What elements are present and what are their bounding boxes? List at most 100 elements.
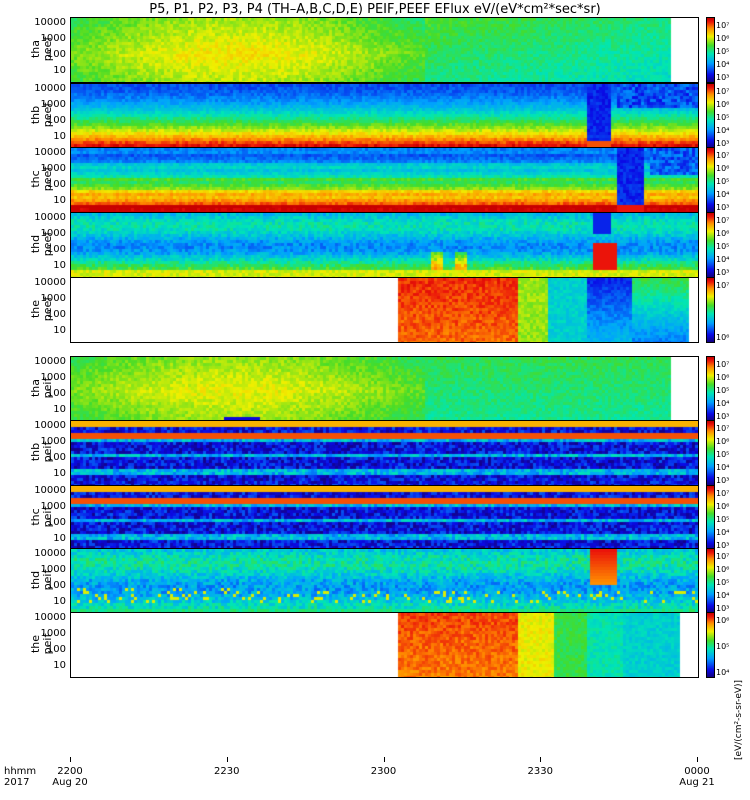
y-tick-label: 1000 bbox=[40, 436, 66, 448]
colorbar-tick-label: 10⁵ bbox=[716, 578, 730, 587]
y-tick-label: 10 bbox=[53, 195, 66, 207]
colorbar bbox=[706, 147, 715, 213]
colorbar-tick-label: 10⁶ bbox=[716, 565, 730, 574]
y-tick-label: 1000 bbox=[40, 628, 66, 640]
colorbar-tick-label: 10⁷ bbox=[716, 151, 730, 160]
colorbar-tick-label: 10⁷ bbox=[716, 360, 730, 369]
colorbar-tick-label: 10⁵ bbox=[716, 450, 730, 459]
colorbar-tick-label: 10⁵ bbox=[716, 515, 730, 524]
colorbar-tick-label: 10⁷ bbox=[716, 489, 730, 498]
y-tick-label: 1000 bbox=[40, 564, 66, 576]
spectrogram-image bbox=[71, 613, 698, 677]
y-tick-label: 1000 bbox=[40, 99, 66, 111]
colorbar bbox=[706, 17, 715, 83]
x-tick-label: 2300 bbox=[370, 766, 397, 777]
colorbar-tick-label: 10⁴ bbox=[716, 668, 730, 677]
colorbar-tick-label: 10⁷ bbox=[716, 216, 730, 225]
y-tick-label: 10 bbox=[53, 660, 66, 672]
colorbar-tick-label: 10⁴ bbox=[716, 591, 730, 600]
colorbar-tick-label: 10⁶ bbox=[716, 502, 730, 511]
y-tick-label: 10000 bbox=[34, 356, 66, 368]
y-tick-label: 100 bbox=[46, 388, 66, 400]
y-tick-label: 100 bbox=[46, 244, 66, 256]
colorbar-tick-label: 10⁶ bbox=[716, 229, 730, 238]
colorbar-tick-label: 10⁵ bbox=[716, 642, 730, 651]
y-tick-label: 10 bbox=[53, 260, 66, 272]
colorbar-tick-label: 10⁴ bbox=[716, 399, 730, 408]
spectrogram-image bbox=[71, 421, 698, 485]
colorbar-tick-label: 10³ bbox=[716, 412, 730, 421]
colorbar-tick-label: 10⁶ bbox=[716, 333, 730, 342]
colorbar-tick-label: 10⁶ bbox=[716, 373, 730, 382]
colorbar-tick-label: 10⁴ bbox=[716, 60, 730, 69]
spectrogram-image bbox=[71, 148, 698, 212]
colorbar-tick-label: 10³ bbox=[716, 476, 730, 485]
y-tick-label: 100 bbox=[46, 452, 66, 464]
x-axis-name-time: hhmm bbox=[4, 766, 37, 777]
spectrogram-panel-thd-peef bbox=[70, 212, 699, 278]
spectrogram-image bbox=[71, 278, 698, 342]
colorbar-tick-label: 10⁶ bbox=[716, 437, 730, 446]
colorbar bbox=[706, 485, 715, 551]
x-axis-name-year: 2017 bbox=[4, 777, 30, 788]
colorbar-tick-label: 10⁷ bbox=[716, 552, 730, 561]
y-tick-label: 10 bbox=[53, 404, 66, 416]
y-tick-label: 10000 bbox=[34, 548, 66, 560]
y-tick-label: 10 bbox=[53, 65, 66, 77]
spectrogram-panel-thd-peif bbox=[70, 548, 699, 614]
colorbar bbox=[706, 277, 715, 343]
colorbar bbox=[706, 83, 715, 149]
spectrogram-panel-thc-peif bbox=[70, 485, 699, 551]
colorbar bbox=[706, 548, 715, 614]
x-tick-mark bbox=[697, 757, 698, 762]
y-tick-label: 100 bbox=[46, 49, 66, 61]
colorbar-tick-label: 10⁶ bbox=[716, 34, 730, 43]
colorbar-unit-label: [eV/(cm²-s-sr-eV)] bbox=[734, 679, 744, 760]
chart-title: P5, P1, P2, P3, P4 (TH–A,B,C,D,E) PEIF,P… bbox=[149, 2, 601, 17]
y-tick-label: 100 bbox=[46, 517, 66, 529]
colorbar-tick-label: 10⁵ bbox=[716, 47, 730, 56]
y-tick-label: 1000 bbox=[40, 293, 66, 305]
colorbar-tick-label: 10⁶ bbox=[716, 616, 730, 625]
colorbar-tick-label: 10⁵ bbox=[716, 242, 730, 251]
y-tick-label: 1000 bbox=[40, 228, 66, 240]
colorbar bbox=[706, 612, 715, 678]
colorbar bbox=[706, 356, 715, 422]
colorbar-tick-label: 10⁴ bbox=[716, 528, 730, 537]
y-tick-label: 10000 bbox=[34, 485, 66, 497]
spectrogram-panel-thc-peef bbox=[70, 147, 699, 213]
spectrogram-panel-thb-peif bbox=[70, 420, 699, 486]
colorbar-tick-label: 10⁵ bbox=[716, 113, 730, 122]
x-tick-mark bbox=[540, 757, 542, 762]
x-subtick-label: Aug 21 bbox=[679, 777, 715, 788]
x-tick-label: 2200 bbox=[57, 766, 83, 777]
colorbar-tick-label: 10³ bbox=[716, 604, 730, 613]
y-tick-label: 100 bbox=[46, 179, 66, 191]
y-tick-label: 100 bbox=[46, 115, 66, 127]
colorbar-tick-label: 10⁴ bbox=[716, 126, 730, 135]
y-tick-label: 1000 bbox=[40, 33, 66, 45]
spectrogram-image bbox=[71, 84, 698, 148]
spectrogram-panel-tha-peef bbox=[70, 17, 699, 83]
colorbar-tick-label: 10³ bbox=[716, 73, 730, 82]
spectrogram-image bbox=[71, 357, 698, 421]
y-tick-label: 10 bbox=[53, 468, 66, 480]
y-tick-label: 10000 bbox=[34, 17, 66, 29]
x-tick-mark bbox=[383, 757, 385, 762]
x-tick-mark bbox=[70, 757, 71, 762]
colorbar-tick-label: 10⁴ bbox=[716, 255, 730, 264]
y-tick-label: 1000 bbox=[40, 163, 66, 175]
colorbar-tick-label: 10³ bbox=[716, 203, 730, 212]
colorbar-tick-label: 10⁴ bbox=[716, 190, 730, 199]
y-tick-label: 1000 bbox=[40, 501, 66, 513]
spectrogram-panel-thb-peef bbox=[70, 83, 699, 149]
y-tick-label: 1000 bbox=[40, 372, 66, 384]
y-tick-label: 10 bbox=[53, 596, 66, 608]
spectrogram-image bbox=[71, 213, 698, 277]
y-tick-label: 10 bbox=[53, 533, 66, 545]
spectrogram-image bbox=[71, 18, 698, 82]
y-tick-label: 10000 bbox=[34, 83, 66, 95]
y-tick-label: 10 bbox=[53, 131, 66, 143]
y-tick-label: 10 bbox=[53, 325, 66, 337]
colorbar-tick-label: 10⁶ bbox=[716, 164, 730, 173]
